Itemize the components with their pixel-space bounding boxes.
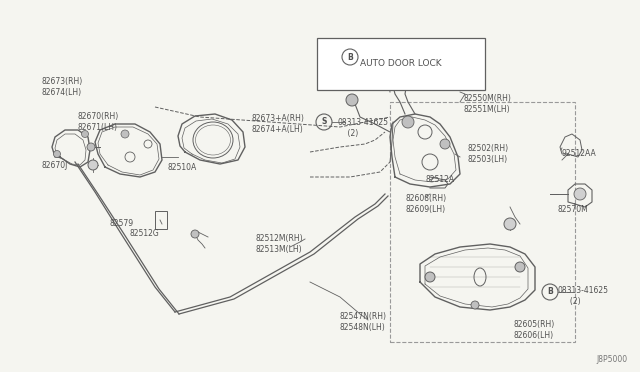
Circle shape: [515, 262, 525, 272]
Text: 82673(RH)
82674(LH): 82673(RH) 82674(LH): [42, 77, 83, 97]
Text: 82605(RH)
82606(LH): 82605(RH) 82606(LH): [513, 320, 554, 340]
Text: 82547N(RH)
82548N(LH): 82547N(RH) 82548N(LH): [340, 312, 387, 332]
Text: B: B: [347, 52, 353, 61]
Circle shape: [87, 143, 95, 151]
Text: 08313-41625
    (2): 08313-41625 (2): [338, 118, 389, 138]
Text: 82579: 82579: [110, 219, 134, 228]
Text: J8P5000: J8P5000: [597, 355, 628, 364]
Text: 82670J: 82670J: [42, 160, 68, 170]
Circle shape: [504, 218, 516, 230]
FancyBboxPatch shape: [317, 38, 485, 90]
Text: 82673+A(RH)
82674+A(LH): 82673+A(RH) 82674+A(LH): [252, 114, 305, 134]
Bar: [155, 211, 167, 229]
Circle shape: [88, 160, 98, 170]
Circle shape: [440, 139, 450, 149]
Text: B: B: [547, 288, 553, 296]
Circle shape: [81, 131, 88, 138]
Circle shape: [471, 301, 479, 309]
Text: 82510A: 82510A: [168, 163, 197, 171]
Text: 92512AA: 92512AA: [562, 150, 596, 158]
Text: 82502(RH)
82503(LH): 82502(RH) 82503(LH): [467, 144, 508, 164]
Text: 82550M(RH)
82551M(LH): 82550M(RH) 82551M(LH): [463, 94, 511, 114]
Text: S: S: [321, 118, 326, 126]
Text: 08313-41625
     (2): 08313-41625 (2): [558, 286, 609, 306]
Text: 82570M: 82570M: [558, 205, 589, 215]
Text: 82670(RH)
82671(LH): 82670(RH) 82671(LH): [78, 112, 119, 132]
Text: AUTO DOOR LOCK: AUTO DOOR LOCK: [360, 60, 442, 68]
Text: 82608(RH)
82609(LH): 82608(RH) 82609(LH): [405, 194, 446, 214]
Circle shape: [121, 130, 129, 138]
Circle shape: [346, 94, 358, 106]
Circle shape: [399, 50, 413, 64]
Text: 08146-6102G
    (2): 08146-6102G (2): [358, 51, 410, 71]
Circle shape: [54, 151, 61, 157]
Text: 82512A: 82512A: [425, 176, 454, 185]
Circle shape: [191, 230, 199, 238]
Circle shape: [402, 116, 414, 128]
Text: 82512G: 82512G: [130, 230, 160, 238]
Circle shape: [574, 188, 586, 200]
Circle shape: [425, 272, 435, 282]
Text: 82512M(RH)
82513M(LH): 82512M(RH) 82513M(LH): [255, 234, 303, 254]
